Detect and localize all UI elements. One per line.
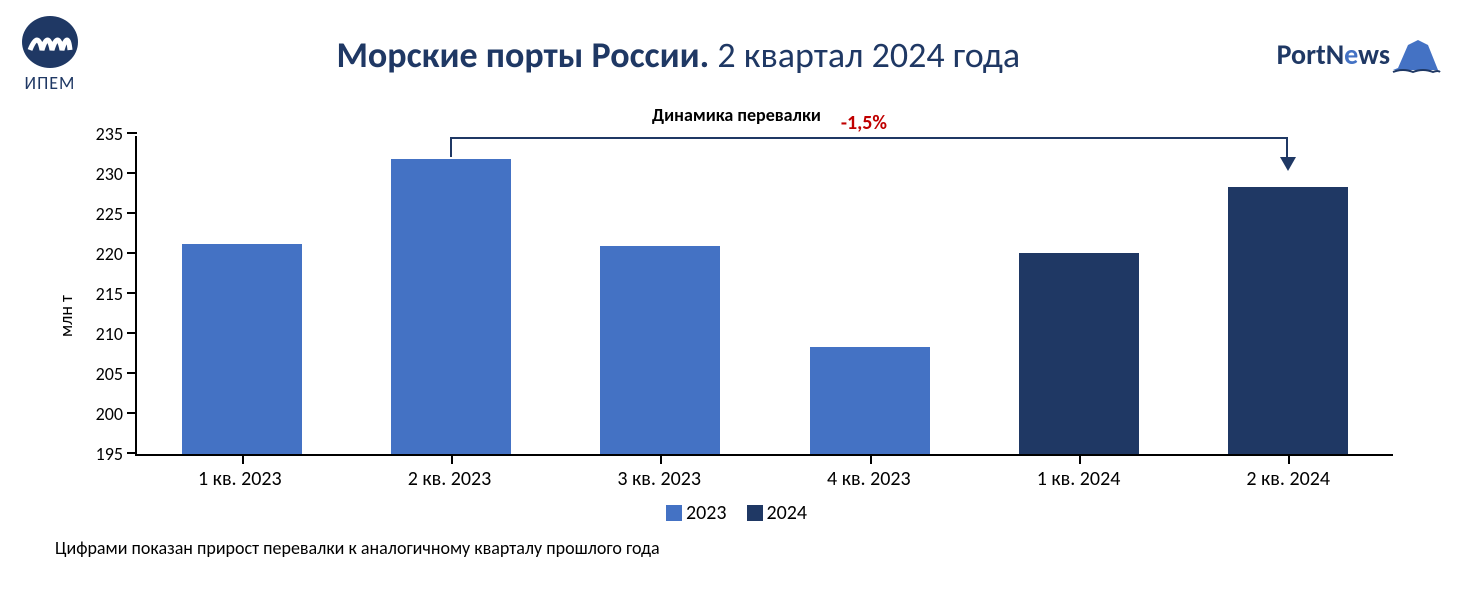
y-tick-label: 210 [96, 323, 123, 345]
legend-item: 2023 [666, 501, 727, 525]
y-tick-label: 215 [96, 283, 123, 305]
bar-group [765, 136, 974, 454]
y-tick-label: 205 [96, 363, 123, 385]
x-axis-label: 4 кв. 2023 [764, 467, 974, 491]
y-tick [127, 452, 137, 454]
change-annotation: -1,5% [841, 111, 887, 135]
y-tick [127, 212, 137, 214]
portnews-text: PortNews [1277, 37, 1390, 72]
x-axis-label: 1 кв. 2024 [974, 467, 1184, 491]
y-tick [127, 412, 137, 414]
y-tick [127, 332, 137, 334]
page-title: Морские порты России. 2 квартал 2024 год… [80, 33, 1277, 77]
y-axis-label: млн т [55, 295, 77, 337]
bar-group [556, 136, 765, 454]
bar [600, 246, 720, 454]
bar-group [346, 136, 555, 454]
x-axis-label: 2 кв. 2023 [345, 467, 555, 491]
legend-item: 2024 [747, 501, 808, 525]
bar-group [137, 136, 346, 454]
title-bold-part: Морские порты России. [336, 33, 709, 77]
x-axis-label: 1 кв. 2023 [135, 467, 345, 491]
bar [810, 347, 930, 454]
chart-subtitle: Динамика перевалки [0, 104, 1473, 126]
bars-container [137, 136, 1393, 454]
x-axis-label: 2 кв. 2024 [1183, 467, 1393, 491]
footnote: Цифрами показан прирост перевалки к анал… [55, 537, 1473, 559]
x-axis-labels: 1 кв. 20232 кв. 20233 кв. 20234 кв. 2023… [135, 461, 1393, 496]
chart-legend: 2023 2024 [0, 501, 1473, 525]
y-tick-label: 195 [96, 443, 123, 465]
bar [1228, 187, 1348, 454]
y-tick [127, 252, 137, 254]
y-tick-label: 230 [96, 163, 123, 185]
y-tick-label: 225 [96, 203, 123, 225]
logo-ipem: ИПЕМ [20, 15, 80, 94]
bar [182, 244, 302, 454]
legend-label: 2023 [686, 501, 727, 525]
x-axis-label: 3 кв. 2023 [554, 467, 764, 491]
ship-icon [1388, 30, 1443, 80]
y-tick [127, 132, 137, 134]
legend-swatch [666, 505, 682, 521]
y-tick-label: 235 [96, 123, 123, 145]
y-tick-label: 220 [96, 243, 123, 265]
y-tick-label: 200 [96, 403, 123, 425]
legend-swatch [747, 505, 763, 521]
header: ИПЕМ Морские порты России. 2 квартал 202… [0, 0, 1473, 94]
y-tick [127, 172, 137, 174]
title-light-part: 2 квартал 2024 года [709, 33, 1020, 77]
ipem-logo-icon [20, 15, 80, 70]
bar-group [974, 136, 1183, 454]
legend-label: 2024 [767, 501, 808, 525]
ipem-logo-text: ИПЕМ [25, 72, 76, 94]
bar [1019, 253, 1139, 454]
bar-group [1184, 136, 1393, 454]
bar-chart: млн т 195200205210215220225230235 1 кв. … [80, 136, 1393, 496]
plot-area: 195200205210215220225230235 [135, 136, 1393, 456]
y-tick [127, 292, 137, 294]
logo-portnews: PortNews [1277, 30, 1443, 80]
bar [391, 159, 511, 454]
y-tick [127, 372, 137, 374]
